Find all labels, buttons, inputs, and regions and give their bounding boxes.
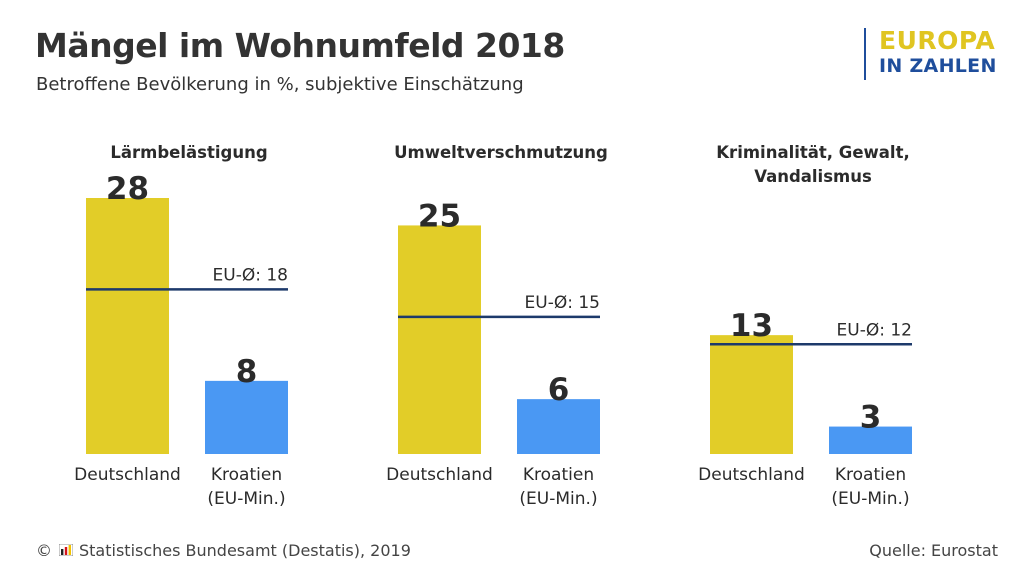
panel-title-3: Kriminalität, Gewalt, Vandalismus [716, 143, 909, 186]
footer-credit: © Statistisches Bundesamt (Destatis), 20… [36, 541, 411, 560]
footer-source: Quelle: Eurostat [869, 541, 998, 560]
value-label-2-2: 6 [548, 372, 570, 408]
panel-title-1: Lärmbelästigung [110, 143, 267, 162]
eu-average-label-1: EU-Ø: 18 [213, 265, 288, 285]
brand-line2: IN ZAHLEN [879, 55, 997, 77]
page-title: Mängel im Wohnumfeld 2018 [35, 26, 565, 65]
bar-2-1 [398, 225, 481, 454]
destatis-logo-icon [58, 541, 74, 560]
bar-1-1 [86, 198, 169, 454]
bar-2-2 [517, 399, 600, 454]
bar-1-2 [205, 380, 288, 454]
category-label-3-2: Kroatien (EU-Min.) [831, 465, 909, 509]
panel-title-2: Umweltverschmutzung [394, 143, 608, 162]
value-label-3-2: 3 [860, 400, 882, 436]
category-label-2-2: Kroatien (EU-Min.) [519, 465, 597, 509]
copyright-symbol: © [36, 541, 52, 560]
category-label-1-1: Deutschland [74, 465, 181, 485]
bar-3-2 [829, 426, 912, 454]
value-label-2-1: 25 [418, 198, 461, 234]
brand-line1: EUROPA [879, 26, 996, 55]
category-label-2-1: Deutschland [386, 465, 493, 485]
value-label-3-1: 13 [730, 308, 773, 344]
eu-average-label-3: EU-Ø: 12 [837, 320, 912, 340]
category-label-3-1: Deutschland [698, 465, 805, 485]
category-label-1-2: Kroatien (EU-Min.) [207, 465, 285, 509]
bar-3-1 [710, 335, 793, 454]
brand-logo: EUROPA IN ZAHLEN [864, 28, 997, 80]
source-organisation: Statistisches Bundesamt (Destatis), 2019 [79, 541, 411, 560]
value-label-1-2: 8 [236, 354, 258, 390]
eu-average-label-2: EU-Ø: 15 [525, 293, 600, 313]
value-label-1-1: 28 [106, 171, 149, 207]
page-subtitle: Betroffene Bevölkerung in %, subjektive … [36, 74, 524, 95]
